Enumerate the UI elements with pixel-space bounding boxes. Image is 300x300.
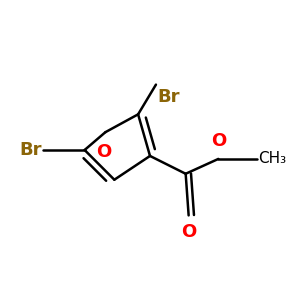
Text: CH₃: CH₃ <box>259 152 286 166</box>
Text: Br: Br <box>158 88 180 106</box>
Text: O: O <box>96 143 112 161</box>
Text: O: O <box>211 132 226 150</box>
Text: O: O <box>181 223 196 241</box>
Text: Br: Br <box>19 141 41 159</box>
